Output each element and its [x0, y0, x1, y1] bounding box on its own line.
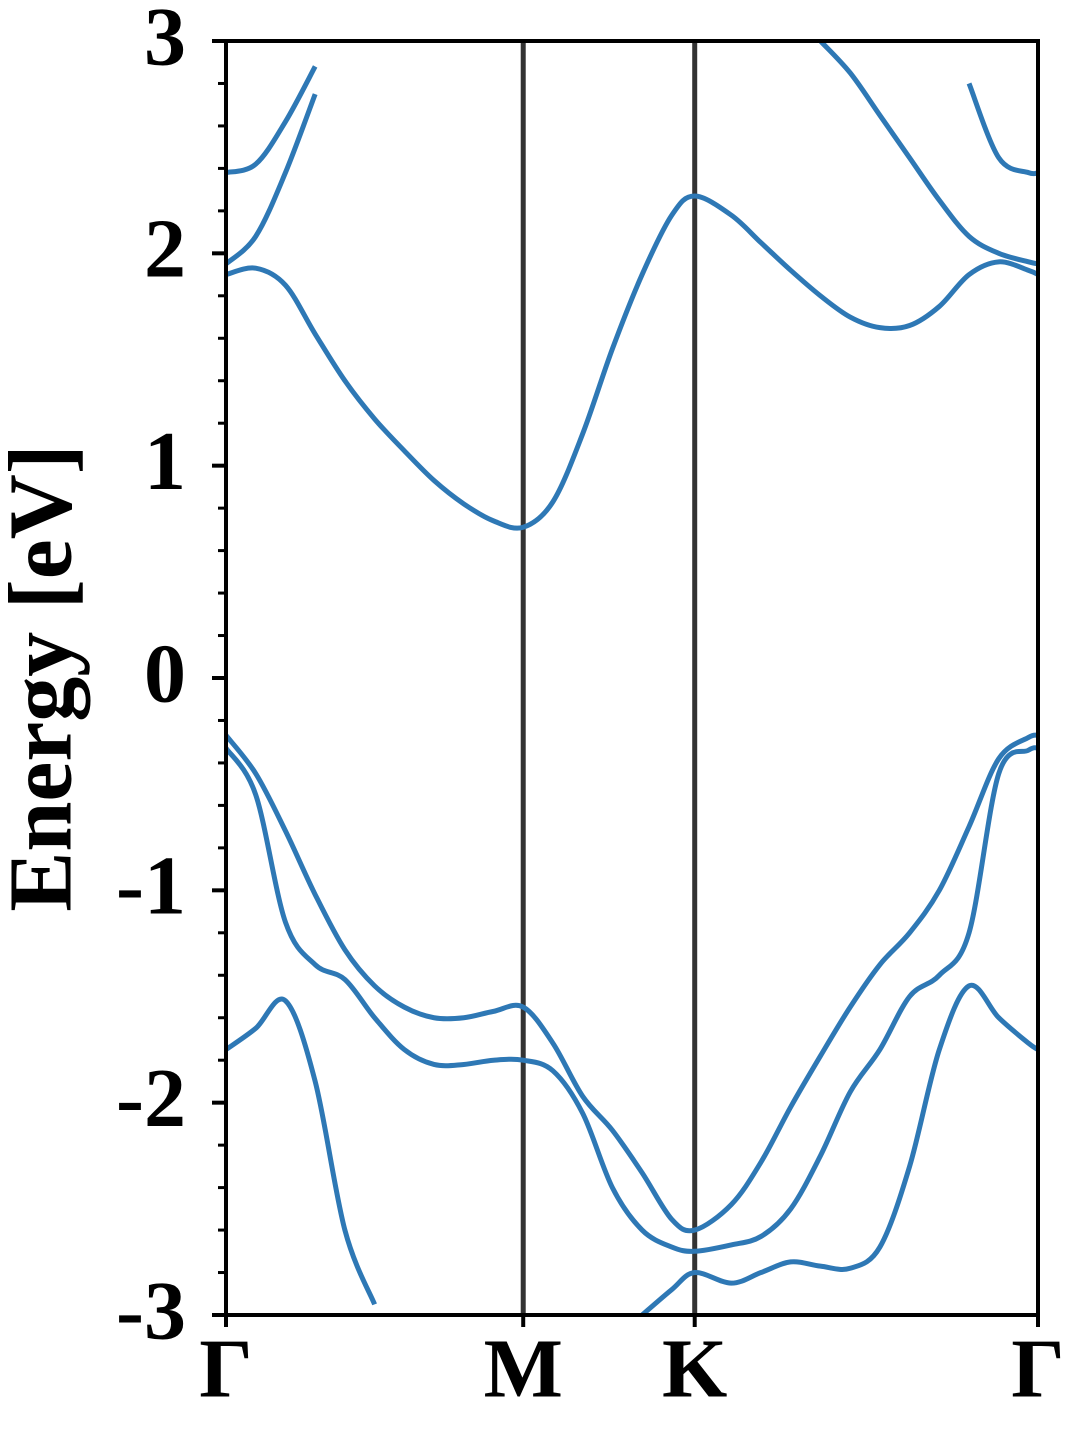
band-line [226, 193, 1038, 531]
band-line [226, 996, 377, 1306]
y-tick-label: 2 [144, 203, 186, 296]
y-tick-label: 3 [144, 0, 186, 83]
y-tick-label: -1 [116, 840, 186, 933]
y-tick-label: 0 [144, 627, 186, 720]
band-line [226, 745, 1038, 1254]
y-tick-label: -3 [116, 1264, 186, 1357]
plot-frame [224, 39, 1040, 1317]
band-line [226, 93, 318, 266]
band-line [818, 41, 1038, 267]
bands [226, 41, 1038, 1315]
band-line [226, 732, 1038, 1234]
x-tick-label: M [484, 1322, 563, 1415]
band-line [226, 65, 318, 176]
x-tick-label: Γ [1011, 1322, 1064, 1415]
x-tick-label: K [662, 1322, 727, 1415]
y-axis-label: Energy [eV] [0, 444, 91, 911]
y-tick-label: -2 [116, 1052, 186, 1145]
band-line [640, 982, 1038, 1315]
band-line [966, 82, 1038, 177]
y-tick-label: 1 [144, 415, 186, 508]
x-tick-label: Γ [199, 1322, 252, 1415]
